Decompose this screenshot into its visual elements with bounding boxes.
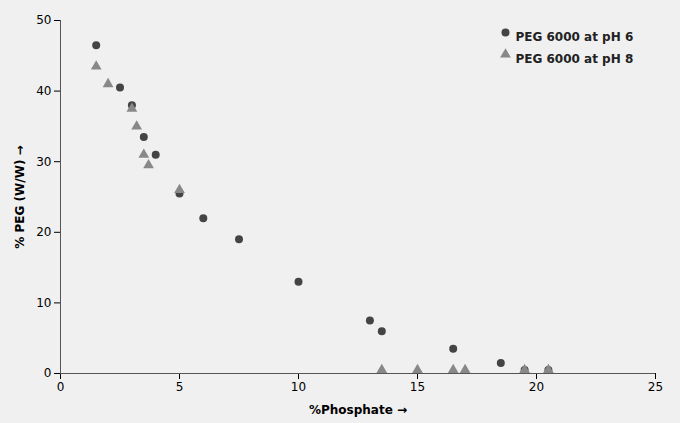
svg-text:50: 50 — [36, 13, 51, 27]
svg-text:PEG 6000 at pH 8: PEG 6000 at pH 8 — [516, 52, 634, 66]
svg-text:0: 0 — [44, 366, 52, 380]
svg-text:5: 5 — [176, 380, 184, 394]
svg-text:40: 40 — [36, 84, 51, 98]
svg-text:20: 20 — [36, 225, 51, 239]
svg-text:30: 30 — [36, 155, 51, 169]
svg-text:20: 20 — [529, 380, 544, 394]
svg-text:10: 10 — [36, 296, 51, 310]
svg-text:15: 15 — [410, 380, 425, 394]
svg-text:10: 10 — [291, 380, 306, 394]
svg-text:0: 0 — [57, 380, 65, 394]
svg-text:% PEG (W/W) →: % PEG (W/W) → — [13, 145, 27, 248]
svg-text:PEG 6000 at pH 6: PEG 6000 at pH 6 — [516, 30, 634, 44]
svg-text:25: 25 — [648, 380, 663, 394]
svg-text:%Phosphate →: %Phosphate → — [309, 403, 407, 417]
